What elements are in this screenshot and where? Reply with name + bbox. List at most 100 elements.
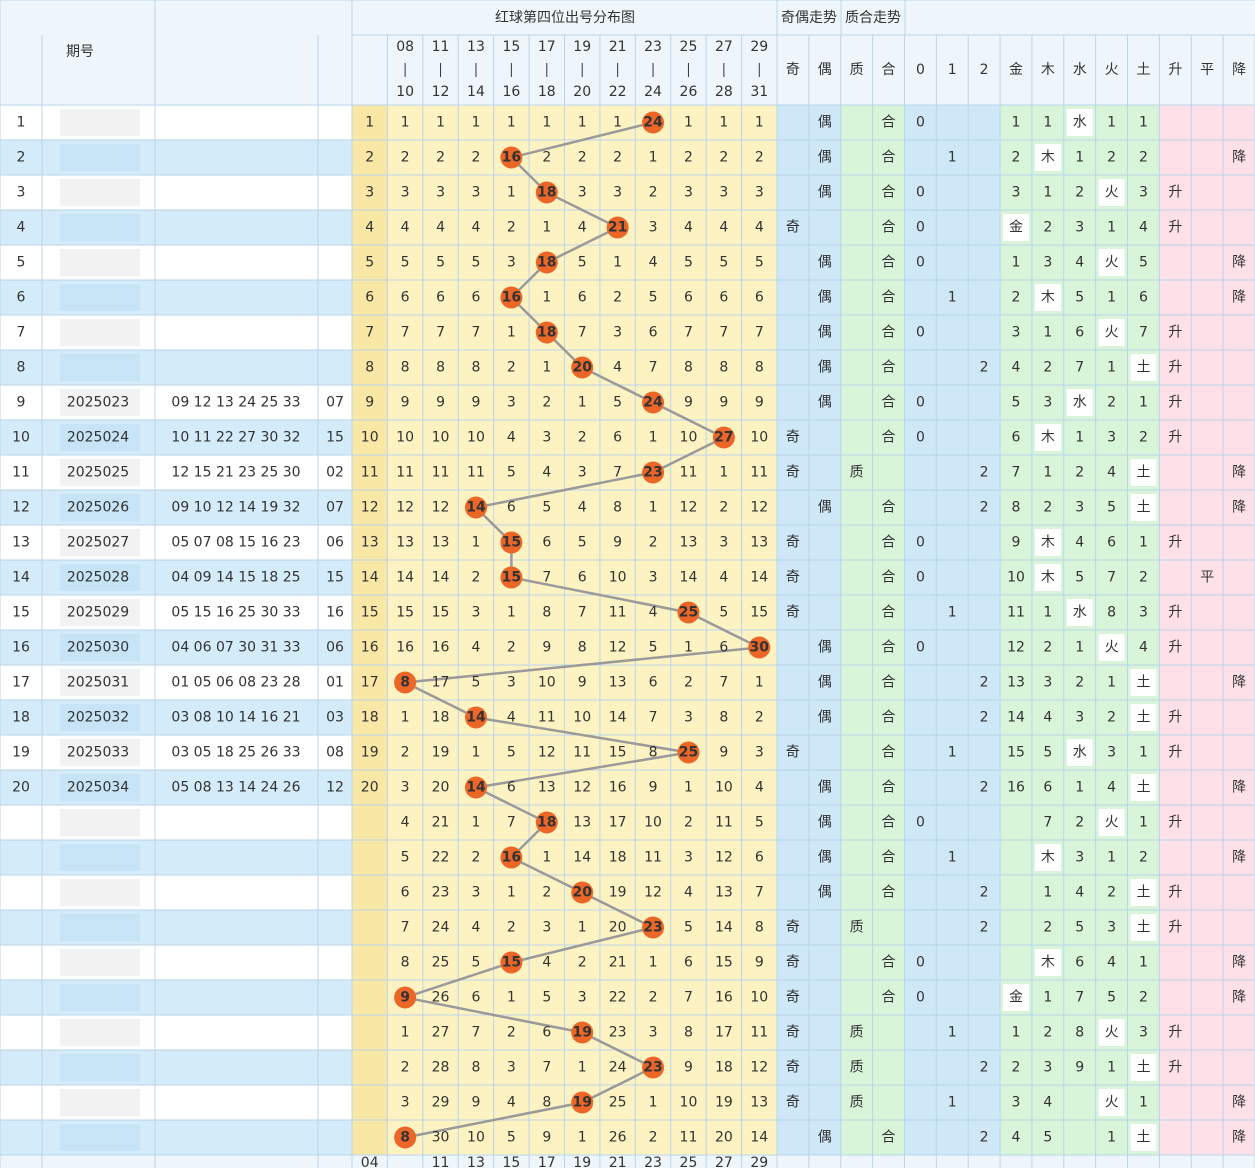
column-head: 质 <box>850 62 864 78</box>
stat-bg <box>1031 1050 1064 1085</box>
prime-composite: 合 <box>882 850 896 866</box>
parity: 偶 <box>818 780 832 796</box>
parity: 奇 <box>786 954 800 971</box>
stat-bg <box>968 1015 1001 1050</box>
stat-bg <box>968 245 1001 280</box>
miss-count: 8 <box>684 1025 693 1041</box>
stat-bg <box>840 665 873 700</box>
miss-count: 1 <box>719 465 728 481</box>
miss-count: 2 <box>542 885 551 901</box>
miss-count: 4 <box>365 220 374 236</box>
miss-count: 7 <box>649 710 658 726</box>
parity: 偶 <box>818 710 832 726</box>
row-number: 7 <box>17 325 26 341</box>
row-bg <box>0 280 352 315</box>
trend: 升 <box>1168 640 1182 656</box>
miss-count: 2 <box>436 150 445 166</box>
remainder: 2 <box>980 1130 989 1146</box>
stat-bg <box>777 595 809 630</box>
element-count: 2 <box>1043 640 1052 656</box>
stat-bg <box>936 805 969 840</box>
blue-ball: 08 <box>326 745 344 761</box>
stat-bg <box>777 210 809 245</box>
miss-count: 1 <box>507 185 516 201</box>
trend: 降 <box>1232 1130 1246 1146</box>
prime-composite: 合 <box>882 535 896 551</box>
element-count: 4 <box>1012 1130 1021 1146</box>
issue-bg <box>60 459 140 486</box>
pos-head: 22 <box>609 84 627 100</box>
miss-count: 16 <box>432 640 450 656</box>
element-cell <box>1034 949 1061 976</box>
row-bg <box>0 1085 352 1120</box>
element: 土 <box>1136 920 1150 936</box>
prime-composite: 合 <box>882 290 896 306</box>
element: 木 <box>1041 290 1055 306</box>
element-count: 1 <box>1139 115 1148 131</box>
miss-count: 23 <box>609 1025 627 1041</box>
stat-bg <box>840 315 873 350</box>
miss-count: 10 <box>644 815 662 831</box>
miss-count: 5 <box>649 290 658 306</box>
stat-bg <box>968 1085 1001 1120</box>
stat-bg <box>1191 175 1224 210</box>
miss-count: 5 <box>684 920 693 936</box>
stat-bg <box>872 385 905 420</box>
miss-count: 6 <box>471 990 480 1006</box>
stat-bg <box>1191 805 1224 840</box>
stat-bg <box>904 770 937 805</box>
miss-count: 5 <box>401 850 410 866</box>
stat-bg <box>840 770 873 805</box>
stat-bg <box>808 980 841 1015</box>
column-head: 金 <box>1009 62 1023 78</box>
stat-bg <box>808 280 841 315</box>
element: 火 <box>1105 815 1119 831</box>
pos-foot: 27 <box>715 1155 733 1168</box>
issue-label: 期号 <box>66 44 94 60</box>
stat-bg <box>1191 315 1224 350</box>
stat-bg <box>1031 210 1064 245</box>
miss-count: 1 <box>471 745 480 761</box>
stat-bg <box>872 350 905 385</box>
miss-count: 1 <box>613 115 622 131</box>
stat-bg <box>904 945 937 980</box>
element-count: 8 <box>1107 605 1116 621</box>
parity: 奇 <box>786 219 800 236</box>
pos-first-bg <box>352 385 388 420</box>
miss-count: 25 <box>609 1095 627 1111</box>
element-count: 1 <box>1107 675 1116 691</box>
miss-count: 1 <box>401 710 410 726</box>
stat-bg <box>1095 455 1128 490</box>
stat-bg <box>872 630 905 665</box>
trend: 降 <box>1232 465 1246 481</box>
stat-bg <box>872 140 905 175</box>
pos-first-bg <box>352 245 388 280</box>
miss-count: 6 <box>719 290 728 306</box>
stat-bg <box>904 455 937 490</box>
element-count: 1 <box>1075 780 1084 796</box>
miss-count: 14 <box>750 570 768 586</box>
element-count: 2 <box>1075 465 1084 481</box>
ball <box>464 706 487 729</box>
miss-count: 1 <box>542 220 551 236</box>
stat-bg <box>904 560 937 595</box>
miss-count: 5 <box>542 990 551 1006</box>
stat-bg <box>872 805 905 840</box>
miss-count: 6 <box>755 290 764 306</box>
row-number: 13 <box>12 535 30 551</box>
element-count: 7 <box>1139 325 1148 341</box>
stat-bg <box>808 875 841 910</box>
miss-count: 17 <box>361 675 379 691</box>
miss-count: 19 <box>361 745 379 761</box>
miss-count: 3 <box>719 185 728 201</box>
stat-bg <box>1127 805 1160 840</box>
stat-bg <box>1063 665 1096 700</box>
ball-number: 16 <box>502 850 521 866</box>
miss-count: 4 <box>649 605 658 621</box>
element-count: 1 <box>1139 955 1148 971</box>
prime-composite: 合 <box>882 605 896 621</box>
stat-bg <box>808 735 841 770</box>
element-count: 4 <box>1012 360 1021 376</box>
stat-bg <box>1000 945 1032 980</box>
element-count: 8 <box>1012 500 1021 516</box>
